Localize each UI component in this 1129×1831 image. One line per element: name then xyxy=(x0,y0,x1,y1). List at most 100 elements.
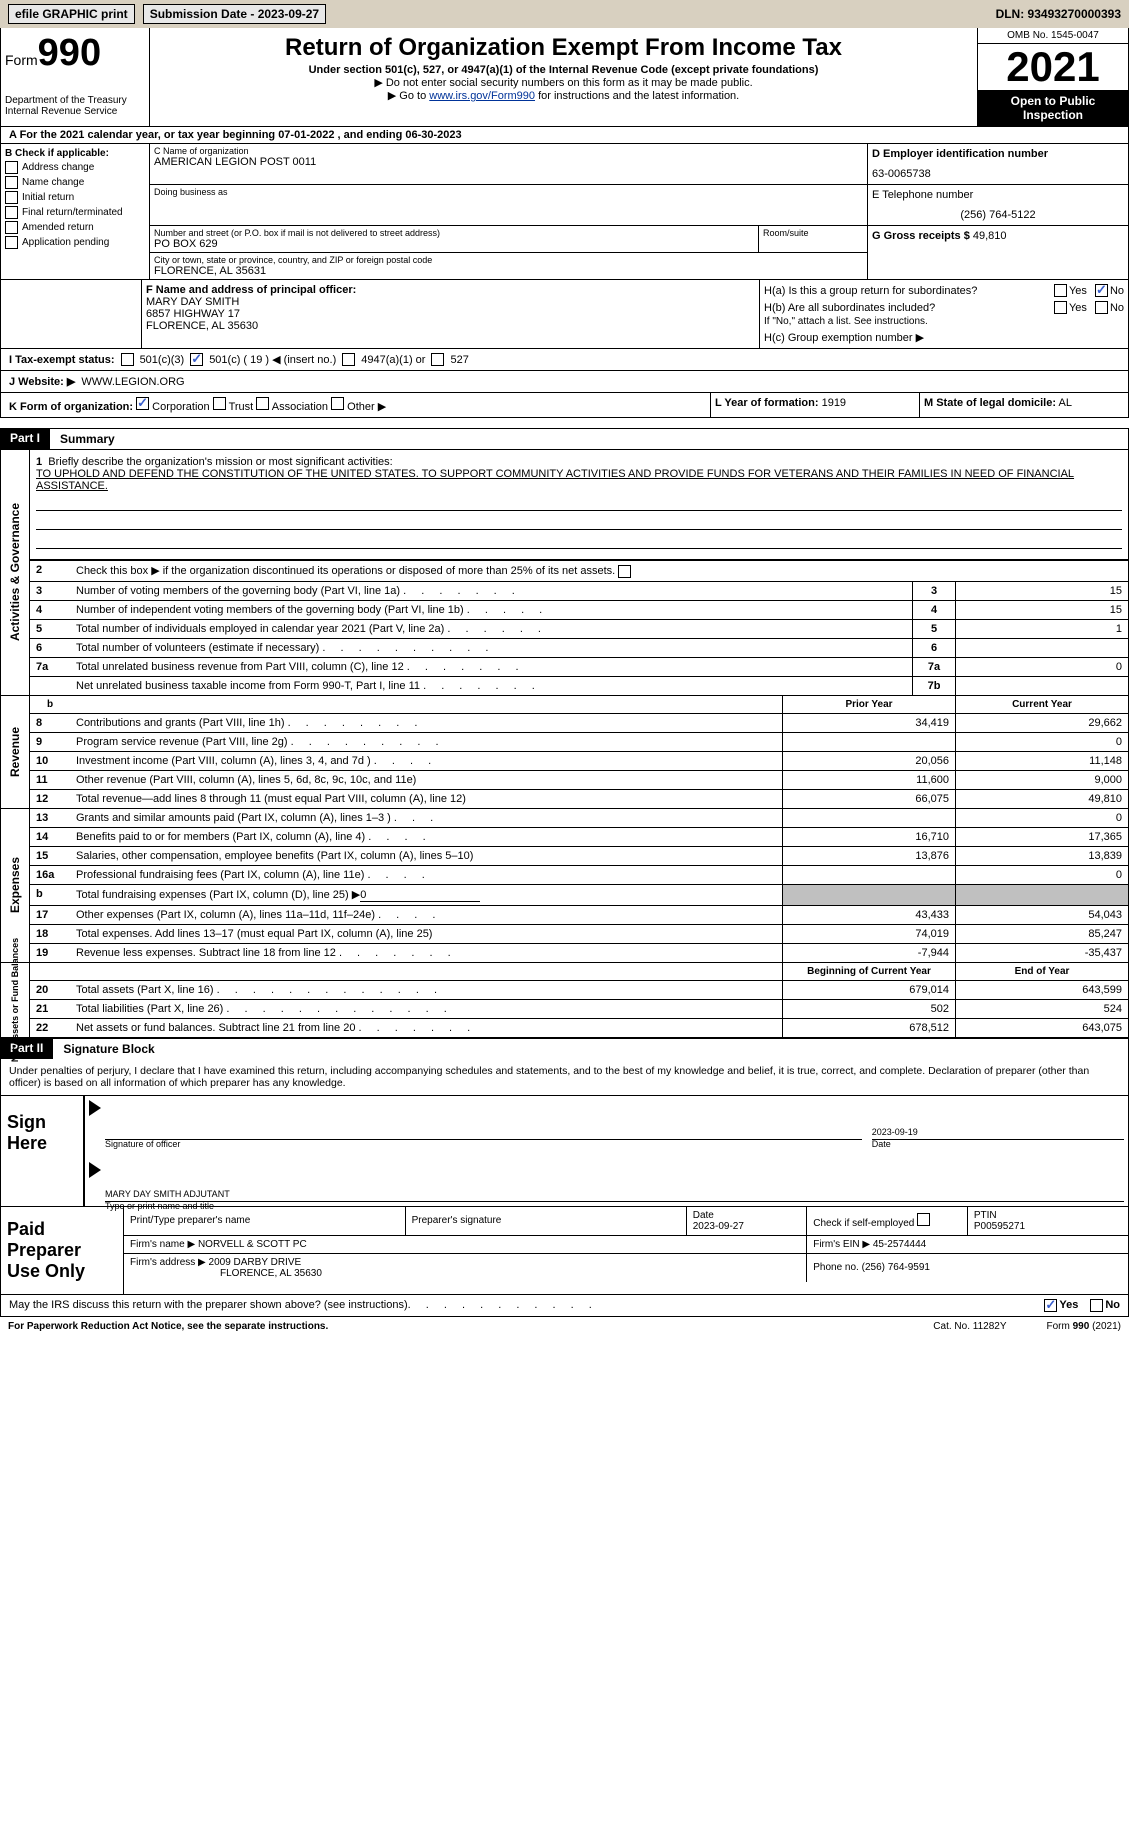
pra-notice: For Paperwork Reduction Act Notice, see … xyxy=(8,1321,933,1332)
cb-other[interactable] xyxy=(331,397,344,410)
cb-discuss-yes[interactable] xyxy=(1044,1299,1057,1312)
f-block: F Name and address of principal officer:… xyxy=(142,280,759,348)
goto-line: ▶ Go to www.irs.gov/Form990 for instruct… xyxy=(154,89,973,102)
footer-year: 2021 xyxy=(1095,1321,1117,1332)
form-header: Form990 Department of the Treasury Inter… xyxy=(0,28,1129,127)
no-ssn: ▶ Do not enter social security numbers o… xyxy=(154,76,973,89)
tax-year: 2021 xyxy=(978,44,1128,90)
p16b-shaded xyxy=(783,884,956,905)
i-527: 527 xyxy=(450,354,468,366)
footer-990: 990 xyxy=(1073,1321,1090,1332)
l8: Contributions and grants (Part VIII, lin… xyxy=(76,717,285,729)
sig-date-line: 2023-09-19 Date xyxy=(872,1100,1124,1140)
cb-final[interactable] xyxy=(5,206,18,219)
officer-addr2: FLORENCE, AL 35630 xyxy=(146,320,755,332)
cb-self-employed[interactable] xyxy=(917,1213,930,1226)
omb-number: OMB No. 1545-0047 xyxy=(978,28,1128,44)
cb-4947[interactable] xyxy=(342,353,355,366)
k-other: Other ▶ xyxy=(347,401,386,413)
irs-link[interactable]: www.irs.gov/Form990 xyxy=(429,90,535,102)
l19: Revenue less expenses. Subtract line 18 … xyxy=(76,947,336,959)
cb-app-pending[interactable] xyxy=(5,236,18,249)
c18: 85,247 xyxy=(956,924,1129,943)
prep-check-lbl: Check if self-employed xyxy=(813,1218,914,1229)
cb-ha-yes[interactable] xyxy=(1054,284,1067,297)
k-block: K Form of organization: Corporation Trus… xyxy=(1,393,710,417)
prep-date-lbl: Date xyxy=(693,1210,714,1221)
part1-num: Part I xyxy=(0,428,50,449)
cb-amended[interactable] xyxy=(5,221,18,234)
blank-line3 xyxy=(36,534,1122,549)
exp-table: 13Grants and similar amounts paid (Part … xyxy=(30,809,1128,962)
p16a xyxy=(783,865,956,884)
i-501c3: 501(c)(3) xyxy=(140,354,185,366)
i-4947: 4947(a)(1) or xyxy=(361,354,425,366)
phone-lbl: Phone no. xyxy=(813,1262,859,1273)
firm-lbl: Firm's name ▶ xyxy=(130,1239,195,1250)
l3: Number of voting members of the governin… xyxy=(76,585,400,597)
officer-name: MARY DAY SMITH xyxy=(146,296,755,308)
cb-501c[interactable] xyxy=(190,353,203,366)
cb-corp[interactable] xyxy=(136,397,149,410)
cb-discontinued[interactable] xyxy=(618,565,631,578)
firm-name: NORVELL & SCOTT PC xyxy=(198,1239,307,1250)
room-lbl: Room/suite xyxy=(763,228,863,238)
hc-lbl: H(c) Group exemption number ▶ xyxy=(764,331,1124,344)
cb-discuss-no[interactable] xyxy=(1090,1299,1103,1312)
l-block: L Year of formation: 1919 xyxy=(710,393,919,417)
addr-lbl: Number and street (or P.O. box if mail i… xyxy=(154,228,754,238)
cb-527[interactable] xyxy=(431,353,444,366)
l10: Investment income (Part VIII, column (A)… xyxy=(76,755,371,767)
l7b: Net unrelated business taxable income fr… xyxy=(76,680,420,692)
revenue-block: Revenue bPrior YearCurrent Year 8Contrib… xyxy=(0,696,1129,809)
efile-print[interactable]: efile GRAPHIC print xyxy=(8,4,135,24)
k-l-m-row: K Form of organization: Corporation Trus… xyxy=(0,393,1129,418)
c19: -35,437 xyxy=(956,943,1129,962)
col-b: B Check if applicable: Address change Na… xyxy=(1,144,150,279)
m-block: M State of legal domicile: AL xyxy=(919,393,1128,417)
ein: 63-0065738 xyxy=(872,168,1124,180)
cb-501c3[interactable] xyxy=(121,353,134,366)
cb-trust[interactable] xyxy=(213,397,226,410)
hdr-prior: Prior Year xyxy=(783,696,956,714)
p8: 34,419 xyxy=(783,713,956,732)
lbl-final: Final return/terminated xyxy=(22,207,123,218)
l14: Benefits paid to or for members (Part IX… xyxy=(76,831,365,843)
ptin-lbl: PTIN xyxy=(974,1210,997,1221)
m-lbl: M State of legal domicile: xyxy=(924,397,1056,409)
lbl-app-pending: Application pending xyxy=(22,237,109,248)
discuss-yes: Yes xyxy=(1059,1299,1078,1311)
j-lbl: J Website: ▶ xyxy=(9,375,75,388)
dept-treasury: Department of the Treasury Internal Reve… xyxy=(5,95,145,117)
line1-block: 1 Briefly describe the organization's mi… xyxy=(30,450,1128,560)
submission-date: Submission Date - 2023-09-27 xyxy=(143,4,326,24)
cb-hb-no[interactable] xyxy=(1095,301,1108,314)
cb-name-change[interactable] xyxy=(5,176,18,189)
l20: Total assets (Part X, line 16) xyxy=(76,984,214,996)
sig-intro: Under penalties of perjury, I declare th… xyxy=(0,1059,1129,1096)
goto-pre: ▶ Go to xyxy=(388,90,429,102)
row-f-h: F Name and address of principal officer:… xyxy=(0,280,1129,349)
c16a: 0 xyxy=(956,865,1129,884)
cb-ha-no[interactable] xyxy=(1095,284,1108,297)
l16a: Professional fundraising fees (Part IX, … xyxy=(76,869,364,881)
ag-table: 2Check this box ▶ if the organization di… xyxy=(30,560,1128,695)
blank-line1 xyxy=(36,496,1122,511)
i-tax-status: I Tax-exempt status: 501(c)(3) 501(c) ( … xyxy=(0,349,1129,371)
cb-addr-change[interactable] xyxy=(5,161,18,174)
cb-initial[interactable] xyxy=(5,191,18,204)
ein-lbl: Firm's EIN ▶ xyxy=(813,1239,870,1250)
l13: Grants and similar amounts paid (Part IX… xyxy=(76,812,391,824)
cb-assoc[interactable] xyxy=(256,397,269,410)
form-number: 990 xyxy=(38,32,101,74)
l-lbl: L Year of formation: xyxy=(715,397,819,409)
cb-hb-yes[interactable] xyxy=(1054,301,1067,314)
c11: 9,000 xyxy=(956,770,1129,789)
e-lbl: E Telephone number xyxy=(872,189,1124,201)
net-table: Beginning of Current YearEnd of Year 20T… xyxy=(30,963,1128,1037)
org-name: AMERICAN LEGION POST 0011 xyxy=(154,156,863,168)
prep-date: 2023-09-27 xyxy=(693,1221,744,1232)
prep-label: Paid Preparer Use Only xyxy=(1,1207,124,1294)
entity-box: B Check if applicable: Address change Na… xyxy=(0,144,1129,280)
header-left: Form990 Department of the Treasury Inter… xyxy=(1,28,150,126)
